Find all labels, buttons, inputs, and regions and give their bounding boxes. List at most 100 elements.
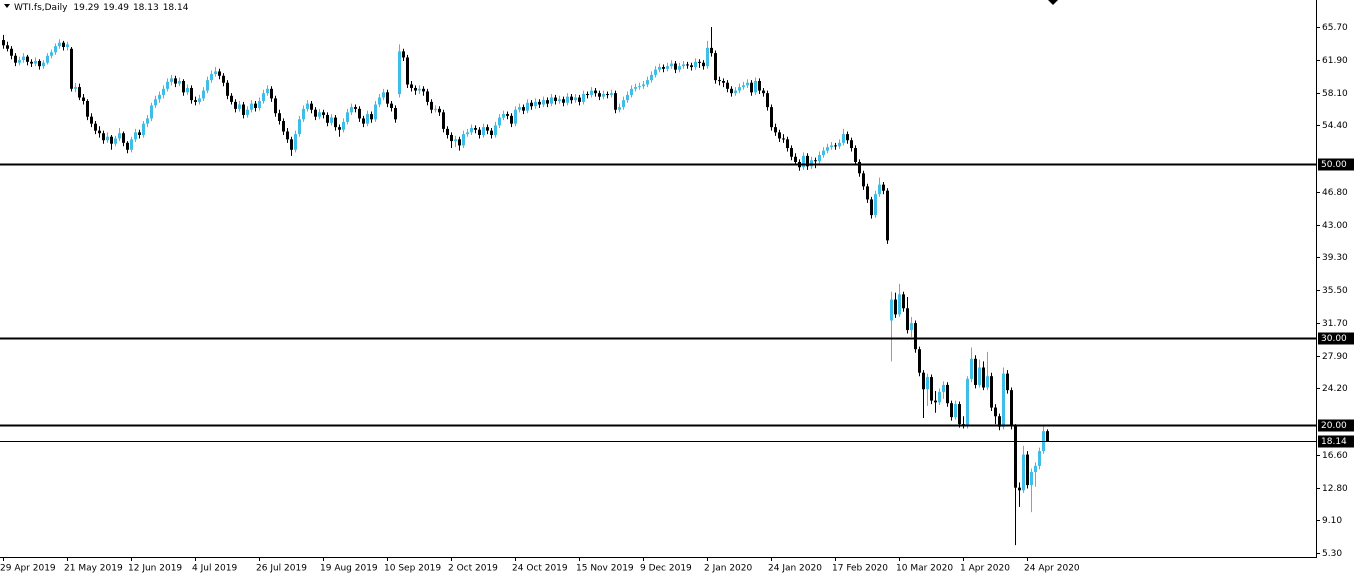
candle-body [750, 82, 753, 93]
candle-body [606, 94, 609, 96]
candle-body [874, 194, 877, 216]
open-value: 19.29 [73, 3, 99, 13]
candle-body [830, 145, 833, 148]
candle-body [838, 142, 841, 147]
y-tick-label: 9.10 [1322, 516, 1342, 526]
candle-body [762, 90, 765, 94]
candle-body [950, 403, 953, 418]
candle-body [542, 100, 545, 105]
candle-body [730, 88, 733, 94]
candle-body [194, 100, 197, 102]
candle-body [410, 84, 413, 88]
x-tick-label: 26 Jul 2019 [256, 564, 307, 574]
candle-body [506, 114, 509, 116]
chart-shift-marker [1048, 0, 1058, 5]
candle-body [786, 139, 789, 149]
candle-body [954, 404, 957, 418]
x-tick-label: 12 Jun 2019 [128, 564, 182, 574]
candle-body [370, 114, 373, 120]
candle-body [686, 64, 689, 66]
candle-body [450, 134, 453, 142]
candle-body [922, 372, 925, 390]
candle-body [550, 97, 553, 104]
candle-body [186, 87, 189, 93]
candle-body [406, 57, 409, 85]
candle-body [538, 101, 541, 105]
candle-body [994, 407, 997, 417]
candle-body [826, 147, 829, 151]
candle-body [86, 101, 89, 117]
close-value: 18.14 [163, 3, 189, 13]
candle-body [350, 107, 353, 113]
candle-body [646, 80, 649, 85]
y-tick-label: 12.80 [1322, 484, 1348, 494]
candle-body [654, 69, 657, 75]
candle-body [46, 55, 49, 63]
candle-body [490, 130, 493, 135]
candle-body [358, 108, 361, 119]
candle-body [782, 138, 785, 140]
candle-body [70, 48, 73, 89]
x-tick-label: 1 Apr 2020 [960, 564, 1010, 574]
candle-body [714, 53, 717, 81]
candle-body [718, 80, 721, 82]
candle-body [906, 308, 909, 331]
candle-body [442, 112, 445, 129]
candle-body [26, 56, 29, 62]
candle-body [474, 128, 477, 130]
candle-body [298, 119, 301, 135]
symbol-menu-arrow[interactable] [4, 4, 10, 8]
candle-body [958, 404, 961, 425]
candle-body [694, 61, 697, 68]
candle-body [966, 378, 969, 426]
candle-body [234, 101, 237, 109]
candle-body [526, 102, 529, 111]
candle-body [482, 127, 485, 135]
candle-body [114, 138, 117, 144]
x-tick-label: 24 Oct 2019 [512, 564, 568, 574]
candle-body [130, 139, 133, 150]
y-tick-label: 61.90 [1322, 56, 1348, 66]
candle-body [846, 134, 849, 141]
candle-body [414, 87, 417, 91]
x-tick-label: 17 Feb 2020 [832, 564, 888, 574]
candle-body [530, 102, 533, 107]
candle-body [262, 93, 265, 102]
candle-body [1014, 425, 1017, 488]
candle-body [274, 98, 277, 114]
candle-body [154, 99, 157, 106]
x-tick-label: 4 Jul 2019 [192, 564, 237, 574]
candle-body [346, 112, 349, 122]
candle-body [318, 112, 321, 117]
candle-body [810, 160, 813, 167]
candle-body [402, 51, 405, 58]
candle-body [162, 88, 165, 95]
candle-body [1010, 390, 1013, 426]
candle-body [102, 133, 105, 141]
candle-body [374, 104, 377, 120]
candle-body [338, 127, 341, 130]
candle-body [918, 349, 921, 373]
candle-body [178, 80, 181, 84]
candle-body [674, 63, 677, 70]
candle-body [1006, 373, 1009, 391]
candle-body [998, 416, 1001, 427]
candle-body [30, 61, 33, 64]
x-tick-label: 2 Jan 2020 [704, 564, 752, 574]
candle-body [58, 42, 61, 47]
candle-body [546, 100, 549, 104]
candle-body [454, 139, 457, 142]
candle-body [366, 114, 369, 124]
candle-body [710, 47, 713, 54]
chart-title: WTI.fs,Daily [14, 3, 68, 13]
candle-body [610, 93, 613, 95]
y-tick-label: 46.80 [1322, 188, 1348, 198]
candle-body [294, 134, 297, 150]
candle-body [38, 60, 41, 67]
candle-body [326, 114, 329, 123]
candle-body [602, 94, 605, 97]
candle-body [582, 94, 585, 102]
candle-body [806, 155, 809, 167]
candle-body [742, 85, 745, 88]
